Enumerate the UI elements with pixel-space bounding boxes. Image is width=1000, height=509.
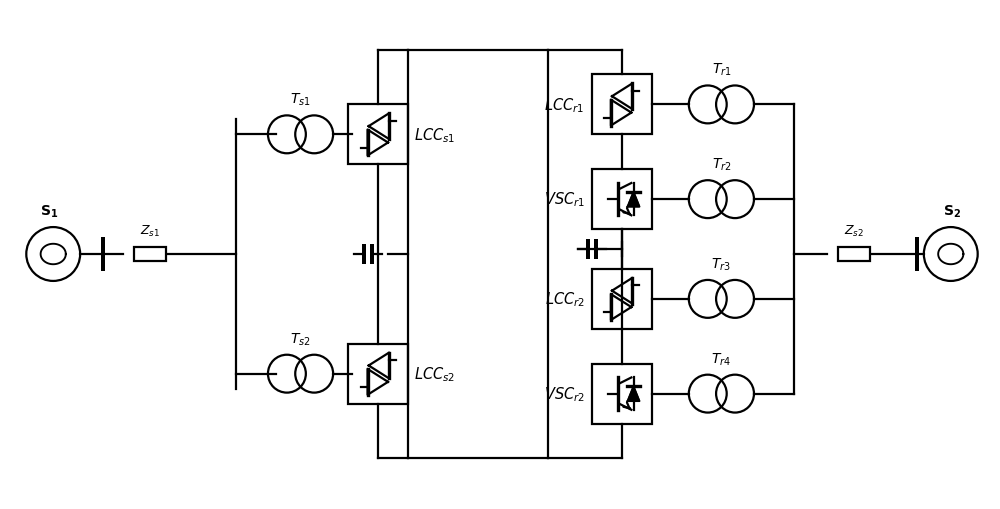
Text: $T_{r3}$: $T_{r3}$ bbox=[711, 256, 731, 272]
Text: $LCC_{r2}$: $LCC_{r2}$ bbox=[545, 290, 585, 308]
Text: $T_{r1}$: $T_{r1}$ bbox=[712, 62, 731, 78]
Bar bbox=[134, 247, 166, 262]
Bar bbox=[592, 364, 652, 423]
Polygon shape bbox=[627, 386, 640, 402]
Text: $T_{s1}$: $T_{s1}$ bbox=[290, 92, 311, 108]
Bar bbox=[348, 344, 408, 404]
Text: $T_{s2}$: $T_{s2}$ bbox=[290, 331, 311, 347]
Bar bbox=[592, 170, 652, 230]
Text: $\mathbf{S_1}$: $\mathbf{S_1}$ bbox=[40, 203, 58, 220]
Text: $Z_{s2}$: $Z_{s2}$ bbox=[844, 223, 864, 239]
Bar bbox=[592, 269, 652, 329]
Text: $LCC_{s2}$: $LCC_{s2}$ bbox=[414, 364, 456, 383]
Text: $\mathbf{S_2}$: $\mathbf{S_2}$ bbox=[943, 203, 961, 220]
Text: $VSC_{r2}$: $VSC_{r2}$ bbox=[544, 384, 585, 403]
Polygon shape bbox=[627, 192, 640, 207]
Text: $T_{r4}$: $T_{r4}$ bbox=[711, 351, 731, 367]
Text: $LCC_{s1}$: $LCC_{s1}$ bbox=[414, 126, 456, 145]
Bar bbox=[348, 105, 408, 165]
Text: $T_{r2}$: $T_{r2}$ bbox=[712, 156, 731, 173]
Text: $LCC_{r1}$: $LCC_{r1}$ bbox=[544, 96, 585, 115]
Text: $Z_{s1}$: $Z_{s1}$ bbox=[140, 223, 160, 239]
Bar bbox=[592, 75, 652, 135]
Text: $VSC_{r1}$: $VSC_{r1}$ bbox=[544, 190, 585, 209]
Bar bbox=[838, 247, 870, 262]
